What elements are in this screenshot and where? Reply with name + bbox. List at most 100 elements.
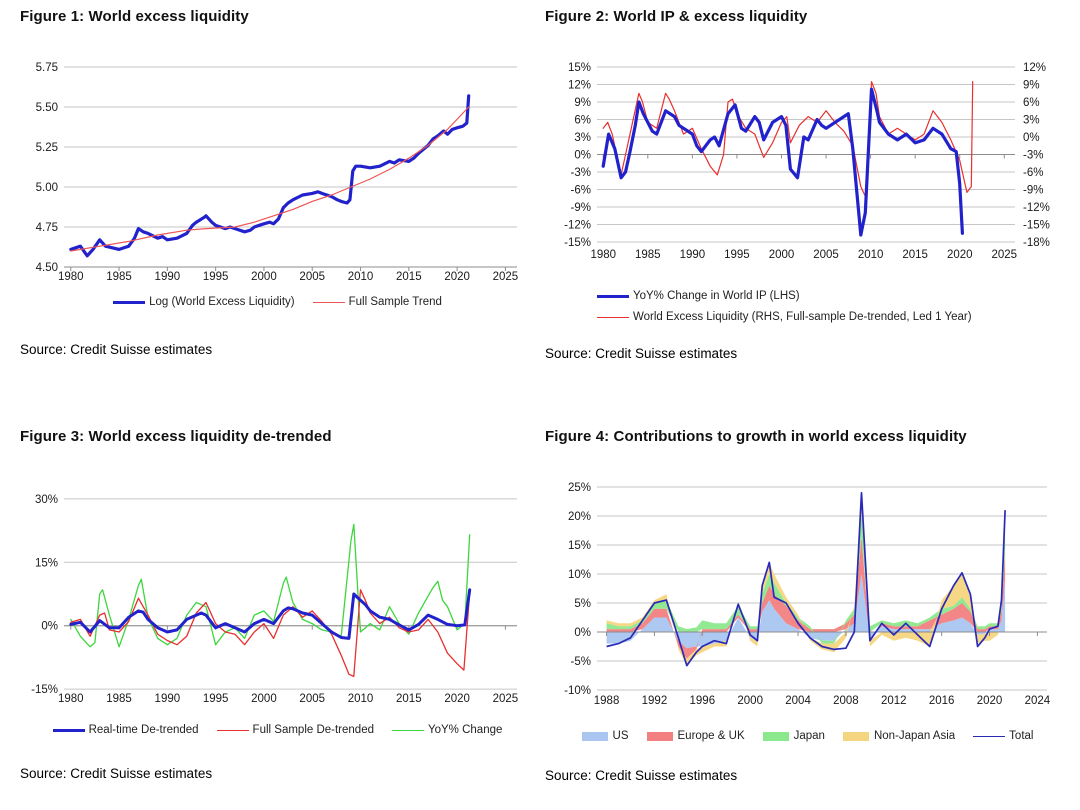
svg-text:15%: 15% (568, 62, 591, 74)
figure-3-source: Source: Credit Suisse estimates (20, 766, 213, 781)
svg-text:5.25: 5.25 (36, 142, 58, 154)
legend-item: YoY% Change in World IP (LHS) (597, 290, 1067, 302)
legend-line-swatch (597, 316, 629, 318)
svg-text:9%: 9% (574, 97, 591, 109)
figure-2-title: Figure 2: World IP & excess liquidity (545, 8, 808, 25)
svg-text:-9%: -9% (571, 202, 591, 214)
svg-text:4.75: 4.75 (36, 222, 58, 234)
svg-text:12%: 12% (568, 80, 591, 92)
svg-text:2024: 2024 (1025, 695, 1051, 707)
svg-text:2000: 2000 (251, 693, 277, 705)
svg-text:1995: 1995 (203, 271, 229, 283)
svg-text:4.50: 4.50 (36, 262, 58, 274)
svg-text:2015: 2015 (902, 249, 928, 261)
svg-text:2015: 2015 (396, 271, 422, 283)
svg-text:3%: 3% (1023, 115, 1040, 127)
legend-label: World Excess Liquidity (RHS, Full-sample… (633, 311, 972, 324)
legend-line-swatch (216, 729, 249, 731)
svg-text:1996: 1996 (690, 695, 716, 707)
legend-item: Japan (762, 730, 825, 742)
figure-1-legend: Log (World Excess Liquidity) Full Sample … (20, 296, 535, 308)
legend-item: Non-Japan Asia (842, 730, 956, 742)
legend-line-swatch (597, 294, 629, 298)
svg-text:12%: 12% (1023, 62, 1046, 74)
figure-3-title: Figure 3: World excess liquidity de-tren… (20, 428, 332, 445)
svg-text:2015: 2015 (396, 693, 422, 705)
legend-line-swatch (52, 728, 85, 732)
svg-text:0%: 0% (574, 150, 591, 162)
legend-item: Total (973, 730, 1033, 742)
svg-text:0%: 0% (574, 627, 591, 639)
figure-1-title: Figure 1: World excess liquidity (20, 8, 249, 25)
svg-text:1995: 1995 (724, 249, 750, 261)
svg-text:0%: 0% (41, 621, 58, 633)
svg-text:2008: 2008 (833, 695, 859, 707)
svg-text:5%: 5% (574, 598, 591, 610)
svg-text:5.75: 5.75 (36, 62, 58, 74)
svg-text:1980: 1980 (590, 249, 616, 261)
svg-text:-12%: -12% (1023, 202, 1050, 214)
svg-text:1988: 1988 (594, 695, 620, 707)
svg-text:2010: 2010 (348, 693, 374, 705)
svg-text:2020: 2020 (444, 271, 470, 283)
figure-4-source: Source: Credit Suisse estimates (545, 768, 738, 783)
svg-text:-3%: -3% (1023, 150, 1043, 162)
legend-item: Full Sample Trend (312, 296, 442, 308)
legend-label: Japan (793, 730, 825, 742)
svg-text:2010: 2010 (858, 249, 884, 261)
svg-text:-15%: -15% (564, 237, 591, 249)
legend-line-swatch (973, 735, 1006, 737)
svg-text:1995: 1995 (203, 693, 229, 705)
figure-3-chart: 30% 15% 0% -15%1980 1985 1990 1995 2000 2005 2010… (31, 494, 519, 705)
legend-label: Log (World Excess Liquidity) (149, 296, 295, 308)
svg-text:0%: 0% (1023, 132, 1040, 144)
figure-2-legend: YoY% Change in World IP (LHS) World Exces… (597, 290, 1067, 332)
legend-item: Real-time De-trended (52, 724, 199, 736)
legend-label: US (612, 730, 629, 742)
legend-item: US (581, 730, 629, 742)
svg-text:2025: 2025 (493, 693, 519, 705)
svg-text:1985: 1985 (635, 249, 661, 261)
figure-4-chart: 25% 20% 15% 10% 5% 0% -5% -10%1988 1992 1996 2000 2… (564, 482, 1051, 707)
svg-text:2020: 2020 (947, 249, 973, 261)
svg-text:2025: 2025 (493, 271, 519, 283)
svg-text:15%: 15% (568, 540, 591, 552)
svg-text:2005: 2005 (299, 693, 325, 705)
svg-text:-10%: -10% (564, 685, 591, 697)
svg-text:-3%: -3% (571, 167, 591, 179)
svg-text:-6%: -6% (1023, 167, 1043, 179)
svg-text:1992: 1992 (642, 695, 668, 707)
figure-1-panel: Figure 1: World excess liquidity 5.75 5.5… (20, 8, 535, 388)
svg-text:6%: 6% (574, 115, 591, 127)
svg-text:6%: 6% (1023, 97, 1040, 109)
svg-text:-9%: -9% (1023, 185, 1043, 197)
svg-text:1985: 1985 (106, 693, 132, 705)
svg-text:1980: 1980 (58, 693, 84, 705)
legend-label: YoY% Change in World IP (LHS) (633, 290, 800, 302)
svg-text:2016: 2016 (929, 695, 955, 707)
svg-text:-15%: -15% (1023, 220, 1050, 232)
legend-label: Europe & UK (677, 730, 745, 742)
legend-color-box (581, 731, 608, 741)
svg-text:2000: 2000 (737, 695, 763, 707)
svg-text:-18%: -18% (1023, 237, 1050, 249)
legend-label: Non-Japan Asia (873, 730, 956, 742)
svg-text:10%: 10% (568, 569, 591, 581)
legend-item: Europe & UK (646, 730, 745, 742)
svg-text:30%: 30% (35, 494, 58, 506)
figure-2-source: Source: Credit Suisse estimates (545, 346, 738, 361)
legend-item: YoY% Change (392, 724, 502, 736)
svg-text:25%: 25% (568, 482, 591, 494)
svg-text:-15%: -15% (31, 684, 58, 696)
svg-text:2010: 2010 (348, 271, 374, 283)
svg-text:2020: 2020 (977, 695, 1003, 707)
svg-text:2000: 2000 (251, 271, 277, 283)
legend-label: Full Sample Trend (348, 296, 442, 308)
svg-text:15%: 15% (35, 557, 58, 569)
svg-text:1990: 1990 (155, 693, 181, 705)
svg-text:2004: 2004 (785, 695, 811, 707)
svg-text:2025: 2025 (992, 249, 1018, 261)
legend-label: Real-time De-trended (88, 724, 199, 736)
figure-4-title: Figure 4: Contributions to growth in wor… (545, 428, 967, 445)
